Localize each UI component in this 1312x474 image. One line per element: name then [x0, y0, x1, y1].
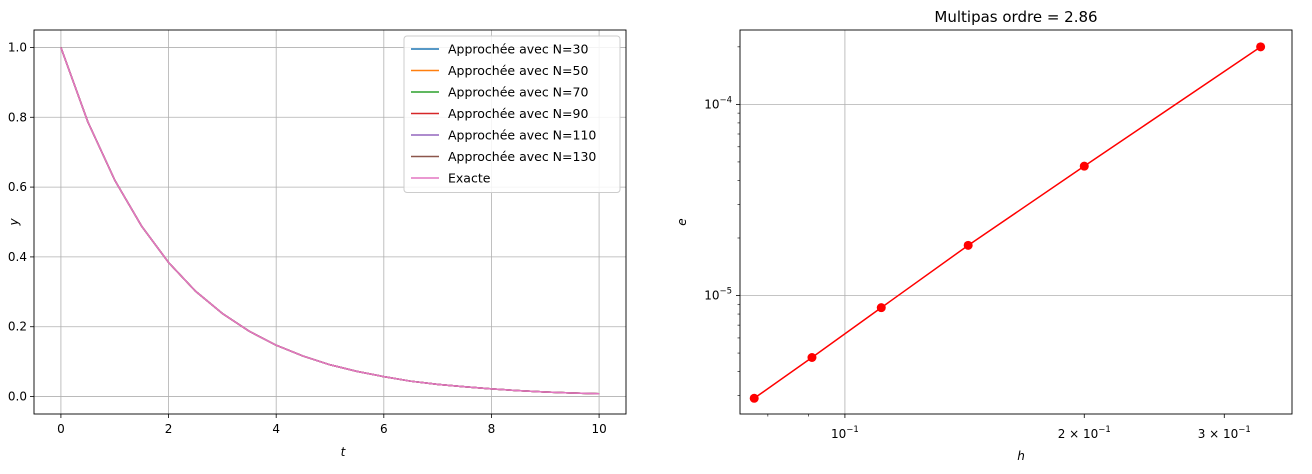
x-tick-label: 10−1 — [831, 425, 859, 441]
legend-label: Approchée avec N=90 — [448, 106, 588, 121]
y-tick-label: 0.2 — [8, 320, 27, 334]
error-ticks: 10−1 2 × 10−1 3 × 10−1 10−5 10−4 — [704, 46, 1251, 441]
solution-axes-frame — [33, 29, 627, 415]
x-tick-label: 2 — [165, 422, 173, 436]
x-tick-label: 10 — [591, 422, 606, 436]
solution-curves — [60, 47, 600, 395]
x-tick-label: 2 × 10−1 — [1058, 425, 1111, 441]
solution-legend: Approchée avec N=30 Approchée avec N=50 Ap… — [403, 35, 621, 193]
y-tick-label: 10−4 — [704, 95, 732, 111]
error-grid — [740, 30, 1292, 414]
legend-label: Exacte — [448, 171, 491, 186]
legend-label: Approchée avec N=50 — [448, 63, 588, 78]
y-tick-label: 0.0 — [8, 390, 27, 404]
solution-ticks: 0 2 4 6 8 10 0.0 0.2 0.4 0.6 0.8 1.0 — [8, 40, 607, 436]
error-xlabel: h — [1017, 449, 1025, 463]
error-point — [1256, 42, 1266, 52]
error-point — [876, 303, 886, 313]
solution-xlabel: t — [341, 445, 347, 459]
y-tick-label: 0.8 — [8, 110, 27, 124]
solution-ylabel: y — [7, 218, 21, 227]
y-tick-label: 0.4 — [8, 250, 27, 264]
legend-label: Approchée avec N=30 — [448, 42, 588, 57]
error-point — [963, 240, 973, 250]
error-axes-frame — [739, 29, 1293, 415]
y-tick-label: 10−5 — [704, 287, 732, 303]
x-tick-label: 6 — [380, 422, 388, 436]
series-line — [60, 47, 600, 395]
x-tick-label: 8 — [488, 422, 496, 436]
solution-plot: 0 2 4 6 8 10 0.0 0.2 0.4 0.6 0.8 1.0 t y Approchée … — [7, 29, 627, 459]
error-ylabel: e — [675, 218, 689, 225]
error-point — [1079, 161, 1089, 171]
error-line — [753, 46, 1262, 399]
error-point — [807, 353, 817, 363]
y-tick-label: 0.6 — [8, 180, 27, 194]
error-point — [749, 393, 759, 403]
error-plot: 10−1 2 × 10−1 3 × 10−1 10−5 10−4 Multipas or… — [675, 8, 1293, 463]
x-tick-label: 4 — [272, 422, 280, 436]
error-curve — [749, 42, 1266, 403]
legend-label: Approchée avec N=130 — [448, 149, 596, 164]
error-plot-title: Multipas ordre = 2.86 — [934, 8, 1097, 26]
legend-box — [403, 35, 621, 193]
y-tick-label: 1.0 — [8, 40, 27, 54]
legend-label: Approchée avec N=110 — [448, 128, 596, 143]
x-tick-label: 3 × 10−1 — [1198, 425, 1251, 441]
legend-label: Approchée avec N=70 — [448, 85, 588, 100]
x-tick-label: 0 — [57, 422, 65, 436]
